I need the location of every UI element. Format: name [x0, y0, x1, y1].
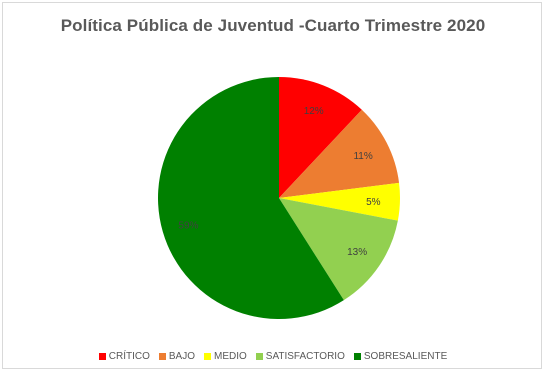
legend-label: SOBRESALIENTE: [363, 351, 448, 362]
legend-label: CRÍTICO: [108, 351, 150, 362]
pie-data-labels: 12% 11% 5% 13% 59%: [178, 106, 380, 258]
data-label-sobresaliente: 59%: [178, 220, 198, 231]
pie-slice-critico: [279, 77, 362, 198]
data-label-medio: 5%: [366, 197, 381, 208]
legend-label: MEDIO: [214, 351, 247, 362]
legend-label: BAJO: [168, 351, 195, 362]
legend: CRÍTICO BAJO MEDIO SATISFACTORIO SOBRESALIEN…: [0, 351, 546, 362]
data-label-critico: 12%: [304, 106, 324, 117]
legend-item-sobresaliente: SOBRESALIENTE: [353, 351, 448, 362]
pie-slice-bajo: [279, 109, 400, 198]
data-label-bajo: 11%: [353, 151, 372, 162]
legend-swatch: [204, 353, 211, 360]
legend-item-bajo: BAJO: [158, 351, 195, 362]
legend-item-medio: MEDIO: [204, 351, 247, 362]
pie-slice-satisfactorio: [279, 198, 398, 301]
legend-item-critico: CRÍTICO: [98, 351, 150, 362]
legend-swatch: [255, 353, 263, 360]
pie-slice-sobresaliente: [157, 77, 344, 320]
legend-swatch: [98, 353, 106, 360]
legend-swatch: [158, 353, 166, 360]
data-label-satisfactorio: 13%: [347, 247, 367, 258]
pie-slice-medio: [279, 182, 401, 221]
legend-label: SATISFACTORIO: [265, 351, 345, 362]
chart-title: Política Pública de Juventud -Cuarto Tri…: [60, 16, 486, 35]
legend-item-satisfactorio: SATISFACTORIO: [255, 351, 345, 362]
pie-slices: [157, 77, 401, 320]
legend-swatch: [353, 353, 361, 360]
